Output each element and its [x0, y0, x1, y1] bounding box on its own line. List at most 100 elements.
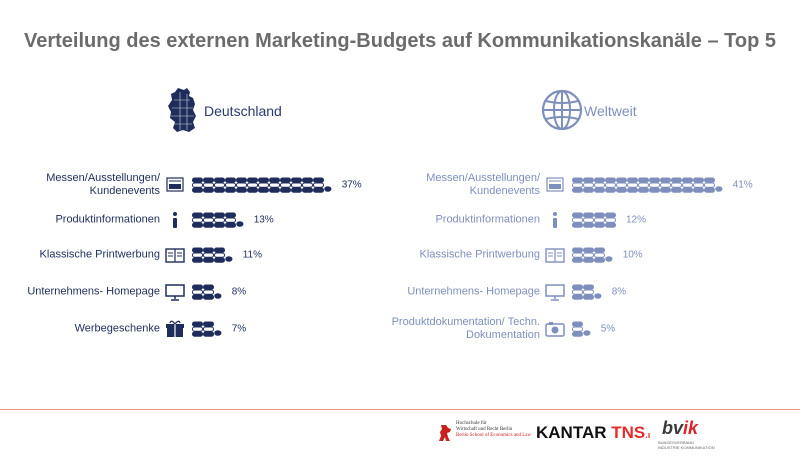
- chart-row: Klassische Printwerbung 10%: [400, 240, 780, 270]
- coin-stack: [593, 247, 605, 263]
- coin-stack: [692, 177, 704, 193]
- hwr-logo: Hochschule für Wirtschaft und Recht Berl…: [438, 418, 538, 452]
- bar-coins: [572, 177, 725, 193]
- value-label: 13%: [253, 214, 274, 226]
- category-label: Werbegeschenke: [74, 322, 160, 335]
- coin-partial: [236, 221, 244, 227]
- coin-partial: [214, 293, 222, 299]
- panel-title: Deutschland: [204, 103, 282, 119]
- trade-fair-icon: [546, 177, 564, 192]
- info-icon: [553, 212, 557, 228]
- coin-stack: [202, 284, 214, 300]
- category-label: Produktinformationen: [435, 213, 540, 226]
- bar-coins: [572, 247, 615, 263]
- bar: [192, 247, 233, 263]
- category-label: Klassische Printwerbung: [419, 248, 540, 261]
- chart-row: Klassische Printwerbung 11%: [20, 240, 400, 270]
- kantar-tns-logo: KANTAR TNS.ı: [536, 423, 651, 442]
- camera-icon: [545, 322, 565, 337]
- monitor-icon: [545, 284, 565, 301]
- coin-stack: [572, 212, 583, 228]
- value-label: 10%: [622, 249, 643, 261]
- coin-stack: [213, 247, 225, 263]
- chart-row: Produktinformationen 13%: [20, 205, 400, 235]
- coin-stack: [202, 177, 214, 193]
- value-label: 41%: [732, 179, 753, 191]
- coin-stack: [648, 177, 660, 193]
- coin-stack: [572, 177, 583, 193]
- coin-stack: [279, 177, 291, 193]
- bar-coins: [192, 247, 235, 263]
- bar: [572, 247, 613, 263]
- coin-partial: [583, 330, 591, 336]
- coin-stack: [257, 177, 269, 193]
- category-label: Unternehmens- Homepage: [407, 285, 540, 298]
- coin-stack: [268, 177, 280, 193]
- value-label: 8%: [611, 286, 627, 298]
- coin-stack: [582, 284, 594, 300]
- coin-stack: [235, 177, 247, 193]
- coin-stack: [192, 247, 203, 263]
- chart-row: Unternehmens- Homepage 8%: [20, 277, 400, 307]
- footer-divider: [0, 409, 800, 410]
- coin-stack: [572, 247, 583, 263]
- coin-stack: [615, 177, 627, 193]
- coin-stack: [192, 321, 203, 337]
- chart-row: Produktdokumentation/ Techn. Dokumentati…: [392, 314, 780, 344]
- bvik-logo: bvik BUNDESVERBAND INDUSTRIE KOMMUNIKATI…: [658, 418, 715, 450]
- bar: [572, 212, 616, 228]
- coin-partial: [715, 186, 723, 192]
- coin-stack: [582, 177, 594, 193]
- coin-stack: [192, 284, 203, 300]
- coin-stack: [593, 177, 605, 193]
- coin-stack: [572, 321, 583, 337]
- coin-stack: [659, 177, 671, 193]
- value-label: 7%: [231, 323, 247, 335]
- newspaper-icon: [545, 248, 565, 263]
- coin-stack: [605, 212, 616, 228]
- panel-title: Weltweit: [584, 103, 637, 119]
- chart-row: Messen/Ausstellungen/ Kundenevents 37%: [20, 170, 400, 200]
- trade-fair-icon: [166, 177, 184, 192]
- coin-partial: [324, 186, 332, 192]
- value-label: 11%: [242, 249, 262, 261]
- coin-stack: [637, 177, 649, 193]
- chart-row: Werbegeschenke 7%: [20, 314, 400, 344]
- coin-stack: [703, 177, 715, 193]
- coin-partial: [605, 256, 613, 262]
- coin-stack: [213, 177, 225, 193]
- chart-row: Unternehmens- Homepage 8%: [400, 277, 780, 307]
- bar: [572, 284, 602, 300]
- panel-weltweit: Weltweit Messen/Ausstellungen/ Kundeneve…: [392, 80, 780, 370]
- coin-stack: [572, 284, 583, 300]
- coin-partial: [225, 256, 233, 262]
- value-label: 8%: [231, 286, 247, 298]
- category-label: Produktinformationen: [55, 213, 160, 226]
- info-icon: [173, 212, 177, 228]
- chart-row: Messen/Ausstellungen/ Kundenevents 41%: [400, 170, 780, 200]
- bar: [192, 321, 222, 337]
- globe-icon: [541, 89, 583, 131]
- coin-stack: [670, 177, 682, 193]
- value-label: 12%: [626, 214, 647, 226]
- category-label: Klassische Printwerbung: [39, 248, 160, 261]
- coin-stack: [224, 212, 236, 228]
- coin-stack: [213, 212, 225, 228]
- bar: [192, 284, 222, 300]
- coin-stack: [246, 177, 258, 193]
- coin-stack: [192, 177, 203, 193]
- bar: [192, 177, 332, 193]
- coin-stack: [583, 212, 594, 228]
- monitor-icon: [165, 284, 185, 301]
- category-label: Unternehmens- Homepage: [27, 285, 160, 298]
- category-label: Produktdokumentation/ Techn. Dokumentati…: [391, 316, 540, 341]
- value-label: 5%: [600, 323, 616, 335]
- coin-stack: [312, 177, 324, 193]
- bear-icon: [439, 425, 451, 441]
- bar: [572, 177, 723, 193]
- panel-deutschland: Deutschland Messen/Ausstellungen/ Kunden…: [20, 80, 400, 370]
- bar-coins: [192, 321, 224, 337]
- coin-stack: [202, 247, 214, 263]
- coin-stack: [301, 177, 313, 193]
- bar-coins: [192, 284, 224, 300]
